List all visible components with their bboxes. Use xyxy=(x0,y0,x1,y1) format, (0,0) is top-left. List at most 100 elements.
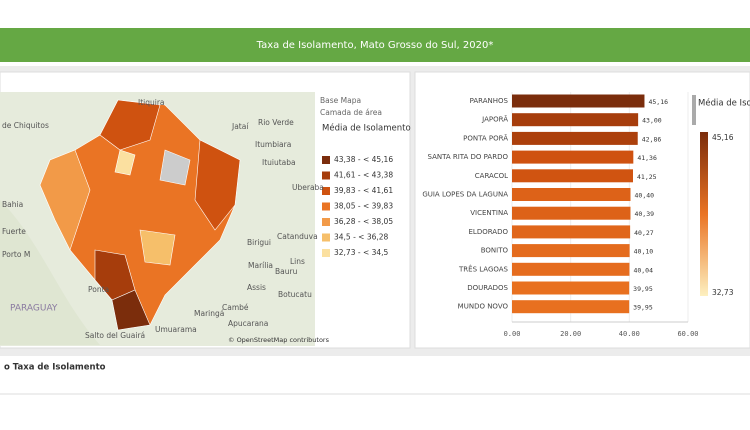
layer-subtitle: Camada de área xyxy=(320,108,382,117)
value-label: 40,27 xyxy=(634,229,654,237)
bar xyxy=(512,262,630,276)
value-label: 40,39 xyxy=(634,210,654,218)
place-label: Ponta xyxy=(88,285,109,294)
region xyxy=(194,139,241,231)
map-terrain xyxy=(0,200,100,345)
region xyxy=(139,229,176,266)
x-tick-label: 0.00 xyxy=(504,330,521,338)
category-label: DOURADOS xyxy=(467,284,508,292)
legend-label: 41,61 - < 43,38 xyxy=(334,171,393,180)
x-tick-label: 40.00 xyxy=(619,330,640,338)
legend-label: 43,38 - < 45,16 xyxy=(334,155,393,164)
map-legend-area xyxy=(315,92,407,346)
bar xyxy=(512,281,630,295)
color-legend-title: Média de Isolamento p xyxy=(698,98,750,109)
region xyxy=(114,149,136,176)
place-label: Uberaba xyxy=(292,183,324,192)
place-label: Apucarana xyxy=(228,319,268,328)
value-label: 39,95 xyxy=(633,304,653,312)
value-label: 43,00 xyxy=(642,117,662,125)
header-bar xyxy=(0,28,750,62)
x-tick-label: 20.00 xyxy=(560,330,581,338)
bar xyxy=(512,300,630,314)
bar xyxy=(512,113,639,127)
legend-swatch xyxy=(322,171,330,180)
region xyxy=(39,149,91,251)
place-label: Ituiutaba xyxy=(262,158,296,167)
place-label: Maringá xyxy=(194,309,224,318)
region xyxy=(159,149,191,186)
color-legend-max: 45,16 xyxy=(712,133,734,142)
value-label: 40,04 xyxy=(633,266,653,274)
bar xyxy=(512,206,631,220)
bar xyxy=(512,131,638,145)
value-label: 41,36 xyxy=(637,154,657,162)
place-label: Umuarama xyxy=(155,325,197,334)
value-label: 45,16 xyxy=(648,98,668,106)
place-label: Porto M xyxy=(2,250,30,259)
category-label: BONITO xyxy=(481,247,509,255)
color-scale xyxy=(700,132,708,296)
category-label: JAPORÃ xyxy=(481,115,508,124)
legend-label: 38,05 - < 39,83 xyxy=(334,202,393,211)
category-label: VICENTINA xyxy=(470,209,508,217)
place-label: Marília xyxy=(248,261,273,270)
header-title: Taxa de Isolamento, Mato Grosso do Sul, … xyxy=(256,40,494,51)
legend-label: 34,5 - < 36,28 xyxy=(334,233,389,242)
place-label: Jataí xyxy=(231,122,249,131)
value-label: 39,95 xyxy=(633,285,653,293)
x-tick-label: 60.00 xyxy=(677,330,698,338)
place-label: Salto del Guairá xyxy=(85,331,145,340)
place-label: Cambé xyxy=(222,303,249,312)
value-label: 41,25 xyxy=(637,173,657,181)
category-label: CARACOL xyxy=(475,172,508,180)
legend-swatch xyxy=(322,218,330,226)
category-label: TRÊS LAGOAS xyxy=(458,264,509,273)
place-label: PARAGUAY xyxy=(10,304,58,314)
value-label: 40,40 xyxy=(635,192,655,200)
value-label: 42,86 xyxy=(642,135,662,143)
layer-title: Base Mapa xyxy=(320,96,361,105)
category-label: MUNDO NOVO xyxy=(458,303,509,311)
bar xyxy=(512,188,631,201)
legend-swatch xyxy=(322,233,330,242)
legend-label: 36,28 - < 38,05 xyxy=(334,217,393,226)
footer-title: o Taxa de Isolamento xyxy=(4,363,106,373)
bar xyxy=(512,169,633,183)
place-label: Botucatu xyxy=(278,290,312,299)
category-label: SANTA RITA DO PARDO xyxy=(428,153,509,161)
legend-title: Média de Isolamento xyxy=(322,123,411,134)
region xyxy=(111,289,151,331)
legend-marker xyxy=(692,95,696,125)
place-label: Itumbiara xyxy=(255,140,291,149)
attribution: © OpenStreetMap contributors xyxy=(228,336,330,344)
category-label: PONTA PORÃ xyxy=(463,133,508,142)
bar xyxy=(512,244,630,258)
legend-swatch xyxy=(322,187,330,195)
legend-swatch xyxy=(322,249,330,257)
value-label: 40,10 xyxy=(634,248,654,256)
bar xyxy=(512,94,645,108)
place-label: Assis xyxy=(247,283,266,292)
region xyxy=(99,99,161,151)
place-label: Fuerte xyxy=(2,227,26,236)
place-label: Itiquira xyxy=(138,98,165,107)
bar xyxy=(512,150,634,164)
place-label: Bahia xyxy=(2,200,23,209)
bar xyxy=(512,225,631,239)
place-label: de Chiquitos xyxy=(2,121,49,130)
legend-label: 32,73 - < 34,5 xyxy=(334,248,389,257)
legend-label: 39,83 - < 41,61 xyxy=(334,186,393,195)
legend-swatch xyxy=(322,156,330,164)
category-label: ELDORADO xyxy=(469,228,509,236)
category-label: GUIA LOPES DA LAGUNA xyxy=(422,191,508,199)
place-label: Birigui xyxy=(247,238,271,247)
category-label: PARANHOS xyxy=(470,97,509,105)
legend-swatch xyxy=(322,202,330,211)
place-label: Catanduva xyxy=(277,232,318,241)
place-label: Rio Verde xyxy=(258,118,294,127)
color-legend-min: 32,73 xyxy=(712,288,734,297)
place-label: Bauru xyxy=(275,267,298,276)
place-label: Lins xyxy=(290,257,305,266)
